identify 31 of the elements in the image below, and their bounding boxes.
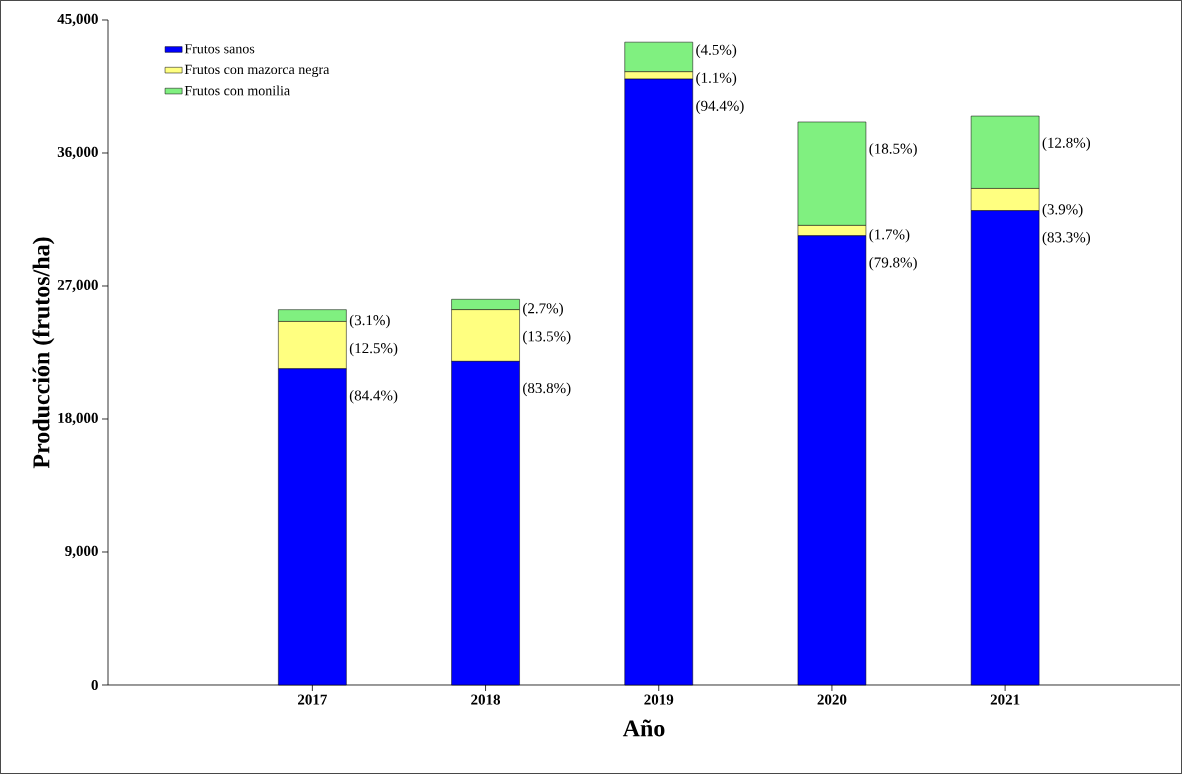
annotation: (1.1%)	[696, 72, 737, 86]
x-tick-label: 2019	[644, 694, 674, 705]
annotation: (3.1%)	[349, 314, 390, 329]
x-tick-label: 2017	[297, 694, 327, 705]
x-tick-label: 2021	[990, 694, 1020, 705]
y-tick-label: 36,000	[57, 146, 98, 160]
legend-label: Frutos con mazorca negra	[184, 64, 330, 78]
legend-label: Frutos sanos	[184, 44, 255, 54]
y-tick-label: 45,000	[57, 13, 98, 27]
annotation: (18.5%)	[869, 143, 917, 157]
annotation: (4.5%)	[696, 44, 737, 58]
annotation: (83.8%)	[523, 382, 571, 397]
annotation: (12.5%)	[349, 342, 398, 357]
annotation: (84.4%)	[349, 389, 398, 404]
annotation: (2.7%)	[523, 302, 563, 317]
legend-label: Frutos con monilia	[184, 85, 290, 96]
annotation: (3.9%)	[1042, 203, 1083, 218]
annotation: (83.3%)	[1042, 231, 1091, 246]
annotation: (13.5%)	[523, 330, 571, 345]
x-axis-title: Año	[622, 719, 665, 737]
annotation: (1.7%)	[869, 228, 910, 243]
annotation: (79.8%)	[869, 256, 917, 271]
annotation: (12.8%)	[1042, 137, 1091, 151]
y-tick-label: 18,000	[58, 412, 98, 426]
y-axis-title: Producción (frutos/ha)	[32, 237, 55, 469]
y-tick-label: 27,000	[57, 279, 98, 293]
y-tick-label: 0	[91, 679, 98, 691]
y-tick-label: 9,000	[65, 545, 98, 559]
annotation: (94.4%)	[696, 100, 744, 114]
x-tick-label: 2020	[817, 694, 847, 705]
x-tick-label: 2018	[471, 694, 501, 705]
